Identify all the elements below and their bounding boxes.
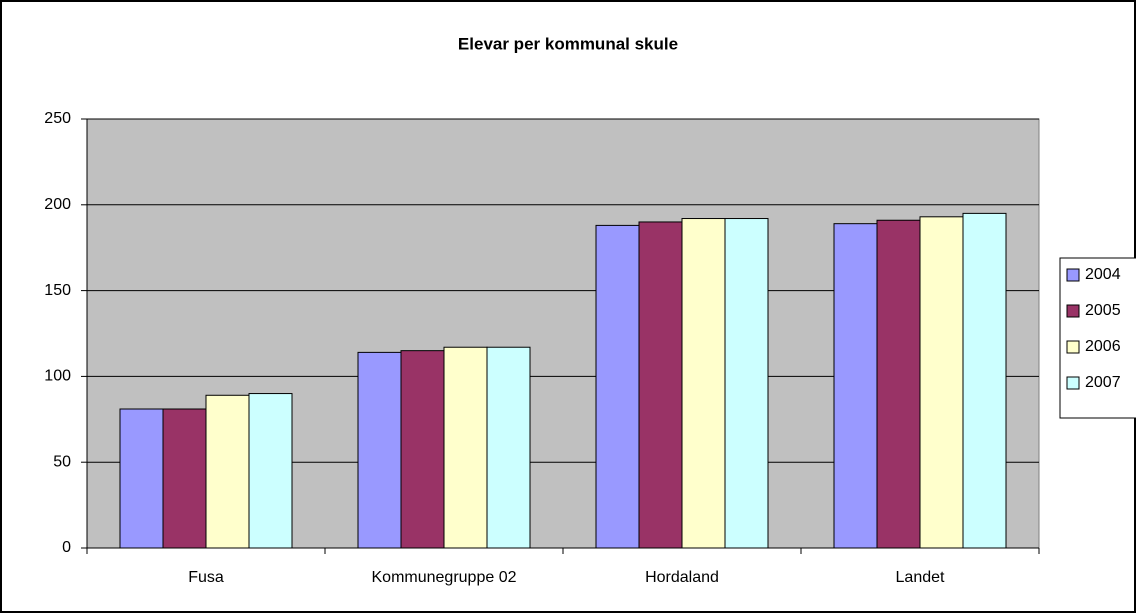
bar (119, 408, 164, 549)
bar (162, 408, 207, 549)
y-tick-label: 200 (44, 196, 71, 213)
y-tick-label: 150 (44, 282, 71, 299)
bar (919, 216, 964, 549)
x-tick-label: Kommunegruppe 02 (372, 569, 517, 586)
bar (205, 394, 250, 549)
x-tick-label: Hordaland (645, 569, 719, 586)
bar (833, 223, 878, 549)
bar (638, 221, 683, 549)
bar (962, 212, 1007, 549)
legend-label: 2005 (1085, 302, 1121, 319)
legend-swatch (1066, 304, 1080, 318)
y-tick-label: 0 (62, 539, 71, 556)
y-tick-label: 50 (53, 453, 71, 470)
legend-swatch (1066, 268, 1080, 282)
bar (443, 346, 488, 549)
legend-swatch (1066, 376, 1080, 390)
chart-title: Elevar per kommunal skule (458, 34, 678, 53)
legend-label: 2006 (1085, 338, 1121, 355)
bar (595, 224, 640, 549)
bar (400, 350, 445, 549)
bar (681, 218, 726, 549)
legend-label: 2004 (1085, 266, 1121, 283)
bar (357, 351, 402, 549)
legend-label: 2007 (1085, 374, 1121, 391)
x-tick-label: Fusa (188, 569, 224, 586)
bar (876, 219, 921, 549)
y-tick-label: 100 (44, 368, 71, 385)
legend-swatch (1066, 340, 1080, 354)
bar (724, 218, 769, 549)
bar (248, 393, 293, 549)
legend-box (1059, 257, 1136, 419)
y-tick-label: 250 (44, 110, 71, 127)
x-tick-label: Landet (896, 569, 945, 586)
bar (486, 346, 531, 549)
